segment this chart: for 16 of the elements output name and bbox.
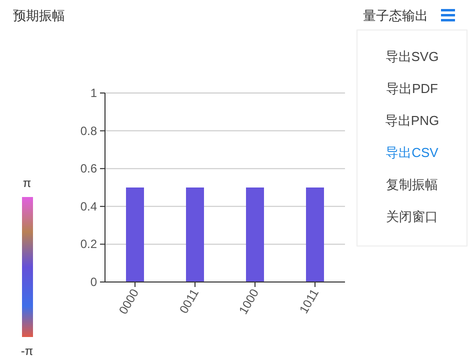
text: π: [22, 176, 32, 190]
text: 量子态输出: [363, 8, 428, 23]
text: 导出PNG: [384, 113, 440, 128]
y-tick-label: 0.8: [80, 124, 98, 138]
text: 关闭窗口: [386, 209, 438, 224]
y-tick-label: 1: [90, 86, 98, 100]
text: -π: [20, 344, 34, 358]
chart-title: 预期振幅: [13, 8, 65, 23]
y-tick-label: 0.4: [80, 199, 98, 214]
text: 导出SVG: [385, 49, 439, 64]
text: 复制振幅: [386, 177, 438, 192]
text: 导出CSV: [386, 145, 439, 160]
y-tick-label: 0: [90, 275, 98, 289]
y-tick-label: 0.6: [80, 162, 98, 176]
y-tick-label: 0.2: [80, 237, 98, 252]
text: 导出PDF: [386, 81, 438, 96]
